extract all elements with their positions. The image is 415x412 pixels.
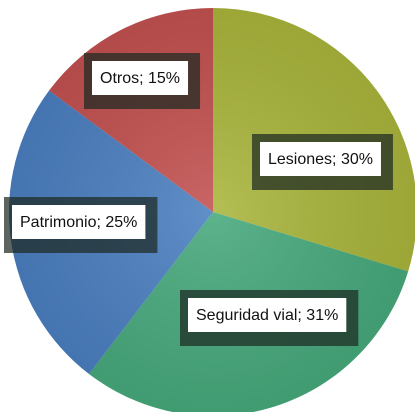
data-label: Lesiones; 30% <box>268 151 373 168</box>
label-box <box>260 142 381 176</box>
data-label: Patrimonio; 25% <box>20 214 137 231</box>
label-box <box>92 61 189 95</box>
data-label: Seguridad vial; 31% <box>196 307 338 324</box>
label-box <box>12 205 146 239</box>
data-labels: Lesiones; 30% Seguridad vial; 31% Patrimon… <box>4 53 393 346</box>
label-box <box>188 298 347 332</box>
data-label: Otros; 15% <box>100 70 180 87</box>
